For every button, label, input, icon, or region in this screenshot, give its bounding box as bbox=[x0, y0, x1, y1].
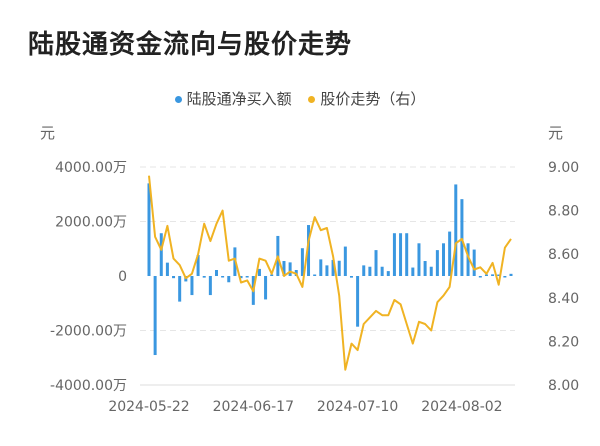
bar bbox=[484, 274, 488, 276]
bar bbox=[214, 270, 218, 276]
left-axis-unit: 元 bbox=[40, 124, 55, 142]
bar bbox=[153, 276, 157, 356]
bar bbox=[362, 265, 366, 276]
bar bbox=[227, 276, 231, 283]
bar bbox=[319, 259, 323, 276]
bar bbox=[497, 274, 501, 276]
bar bbox=[349, 276, 353, 278]
bar bbox=[300, 248, 304, 276]
right-axis-unit: 元 bbox=[548, 124, 563, 142]
bar bbox=[386, 271, 390, 276]
bar bbox=[374, 250, 378, 276]
legend: 陆股通净买入额 股价走势（右） bbox=[0, 88, 600, 109]
bar bbox=[159, 233, 163, 276]
bar bbox=[392, 233, 396, 276]
left-tick-label: -2000.00万 bbox=[50, 324, 127, 340]
bar bbox=[282, 261, 286, 276]
bar bbox=[270, 274, 274, 276]
bar bbox=[356, 276, 360, 327]
bar bbox=[325, 265, 329, 276]
bar bbox=[503, 276, 507, 278]
bar bbox=[417, 243, 421, 276]
bar bbox=[423, 261, 427, 276]
x-tick-label: 2024-07-10 bbox=[317, 399, 398, 415]
legend-marker-line bbox=[308, 96, 316, 103]
bar bbox=[147, 183, 151, 276]
bar bbox=[165, 262, 169, 276]
bar bbox=[172, 276, 176, 279]
bar bbox=[448, 231, 452, 276]
right-tick-label: 8.20 bbox=[548, 334, 579, 350]
bar bbox=[257, 268, 261, 276]
bar bbox=[202, 276, 206, 278]
bar bbox=[442, 243, 446, 276]
bar bbox=[368, 266, 372, 276]
bar bbox=[460, 199, 464, 276]
bar bbox=[454, 184, 458, 276]
bar bbox=[343, 246, 347, 276]
bar bbox=[245, 276, 249, 278]
bar bbox=[221, 276, 225, 278]
bar bbox=[337, 260, 341, 276]
x-tick-label: 2024-08-02 bbox=[421, 399, 502, 415]
bar bbox=[491, 274, 495, 276]
legend-label-net-buy: 陆股通净买入额 bbox=[186, 90, 292, 108]
bar bbox=[190, 276, 194, 296]
bar bbox=[239, 276, 243, 279]
bar bbox=[288, 262, 292, 276]
bar bbox=[435, 250, 439, 276]
legend-marker-bar bbox=[174, 96, 182, 103]
price-line bbox=[148, 175, 512, 371]
bar bbox=[208, 276, 212, 296]
left-tick-label: 0 bbox=[118, 269, 127, 285]
legend-item-net-buy[interactable]: 陆股通净买入额 bbox=[174, 90, 292, 108]
bar bbox=[331, 259, 335, 276]
bar bbox=[307, 225, 311, 276]
left-tick-label: 4000.00万 bbox=[55, 160, 127, 176]
right-tick-label: 9.00 bbox=[548, 160, 579, 176]
bar bbox=[411, 267, 415, 276]
legend-item-price[interactable]: 股价走势（右） bbox=[308, 90, 425, 108]
left-tick-label: -4000.00万 bbox=[50, 378, 127, 394]
x-tick-label: 2024-05-22 bbox=[108, 399, 189, 415]
chart-title: 陆股通资金流向与股价走势 bbox=[28, 30, 353, 60]
bar bbox=[313, 274, 317, 276]
bar bbox=[472, 249, 476, 276]
x-tick-label: 2024-06-17 bbox=[213, 399, 294, 415]
bar bbox=[380, 266, 384, 276]
bar bbox=[264, 276, 268, 300]
right-tick-label: 8.40 bbox=[548, 291, 579, 307]
bar bbox=[478, 276, 482, 278]
bar bbox=[405, 233, 409, 276]
bar bbox=[196, 255, 200, 276]
right-tick-label: 8.00 bbox=[548, 378, 579, 394]
bar bbox=[509, 273, 513, 276]
bar bbox=[466, 243, 470, 276]
legend-label-price: 股价走势（右） bbox=[320, 90, 426, 108]
right-tick-label: 8.60 bbox=[548, 247, 579, 263]
bar bbox=[399, 233, 403, 276]
right-tick-label: 8.80 bbox=[548, 204, 579, 220]
bar bbox=[178, 276, 182, 302]
left-tick-label: 2000.00万 bbox=[55, 215, 127, 231]
bar bbox=[429, 266, 433, 276]
